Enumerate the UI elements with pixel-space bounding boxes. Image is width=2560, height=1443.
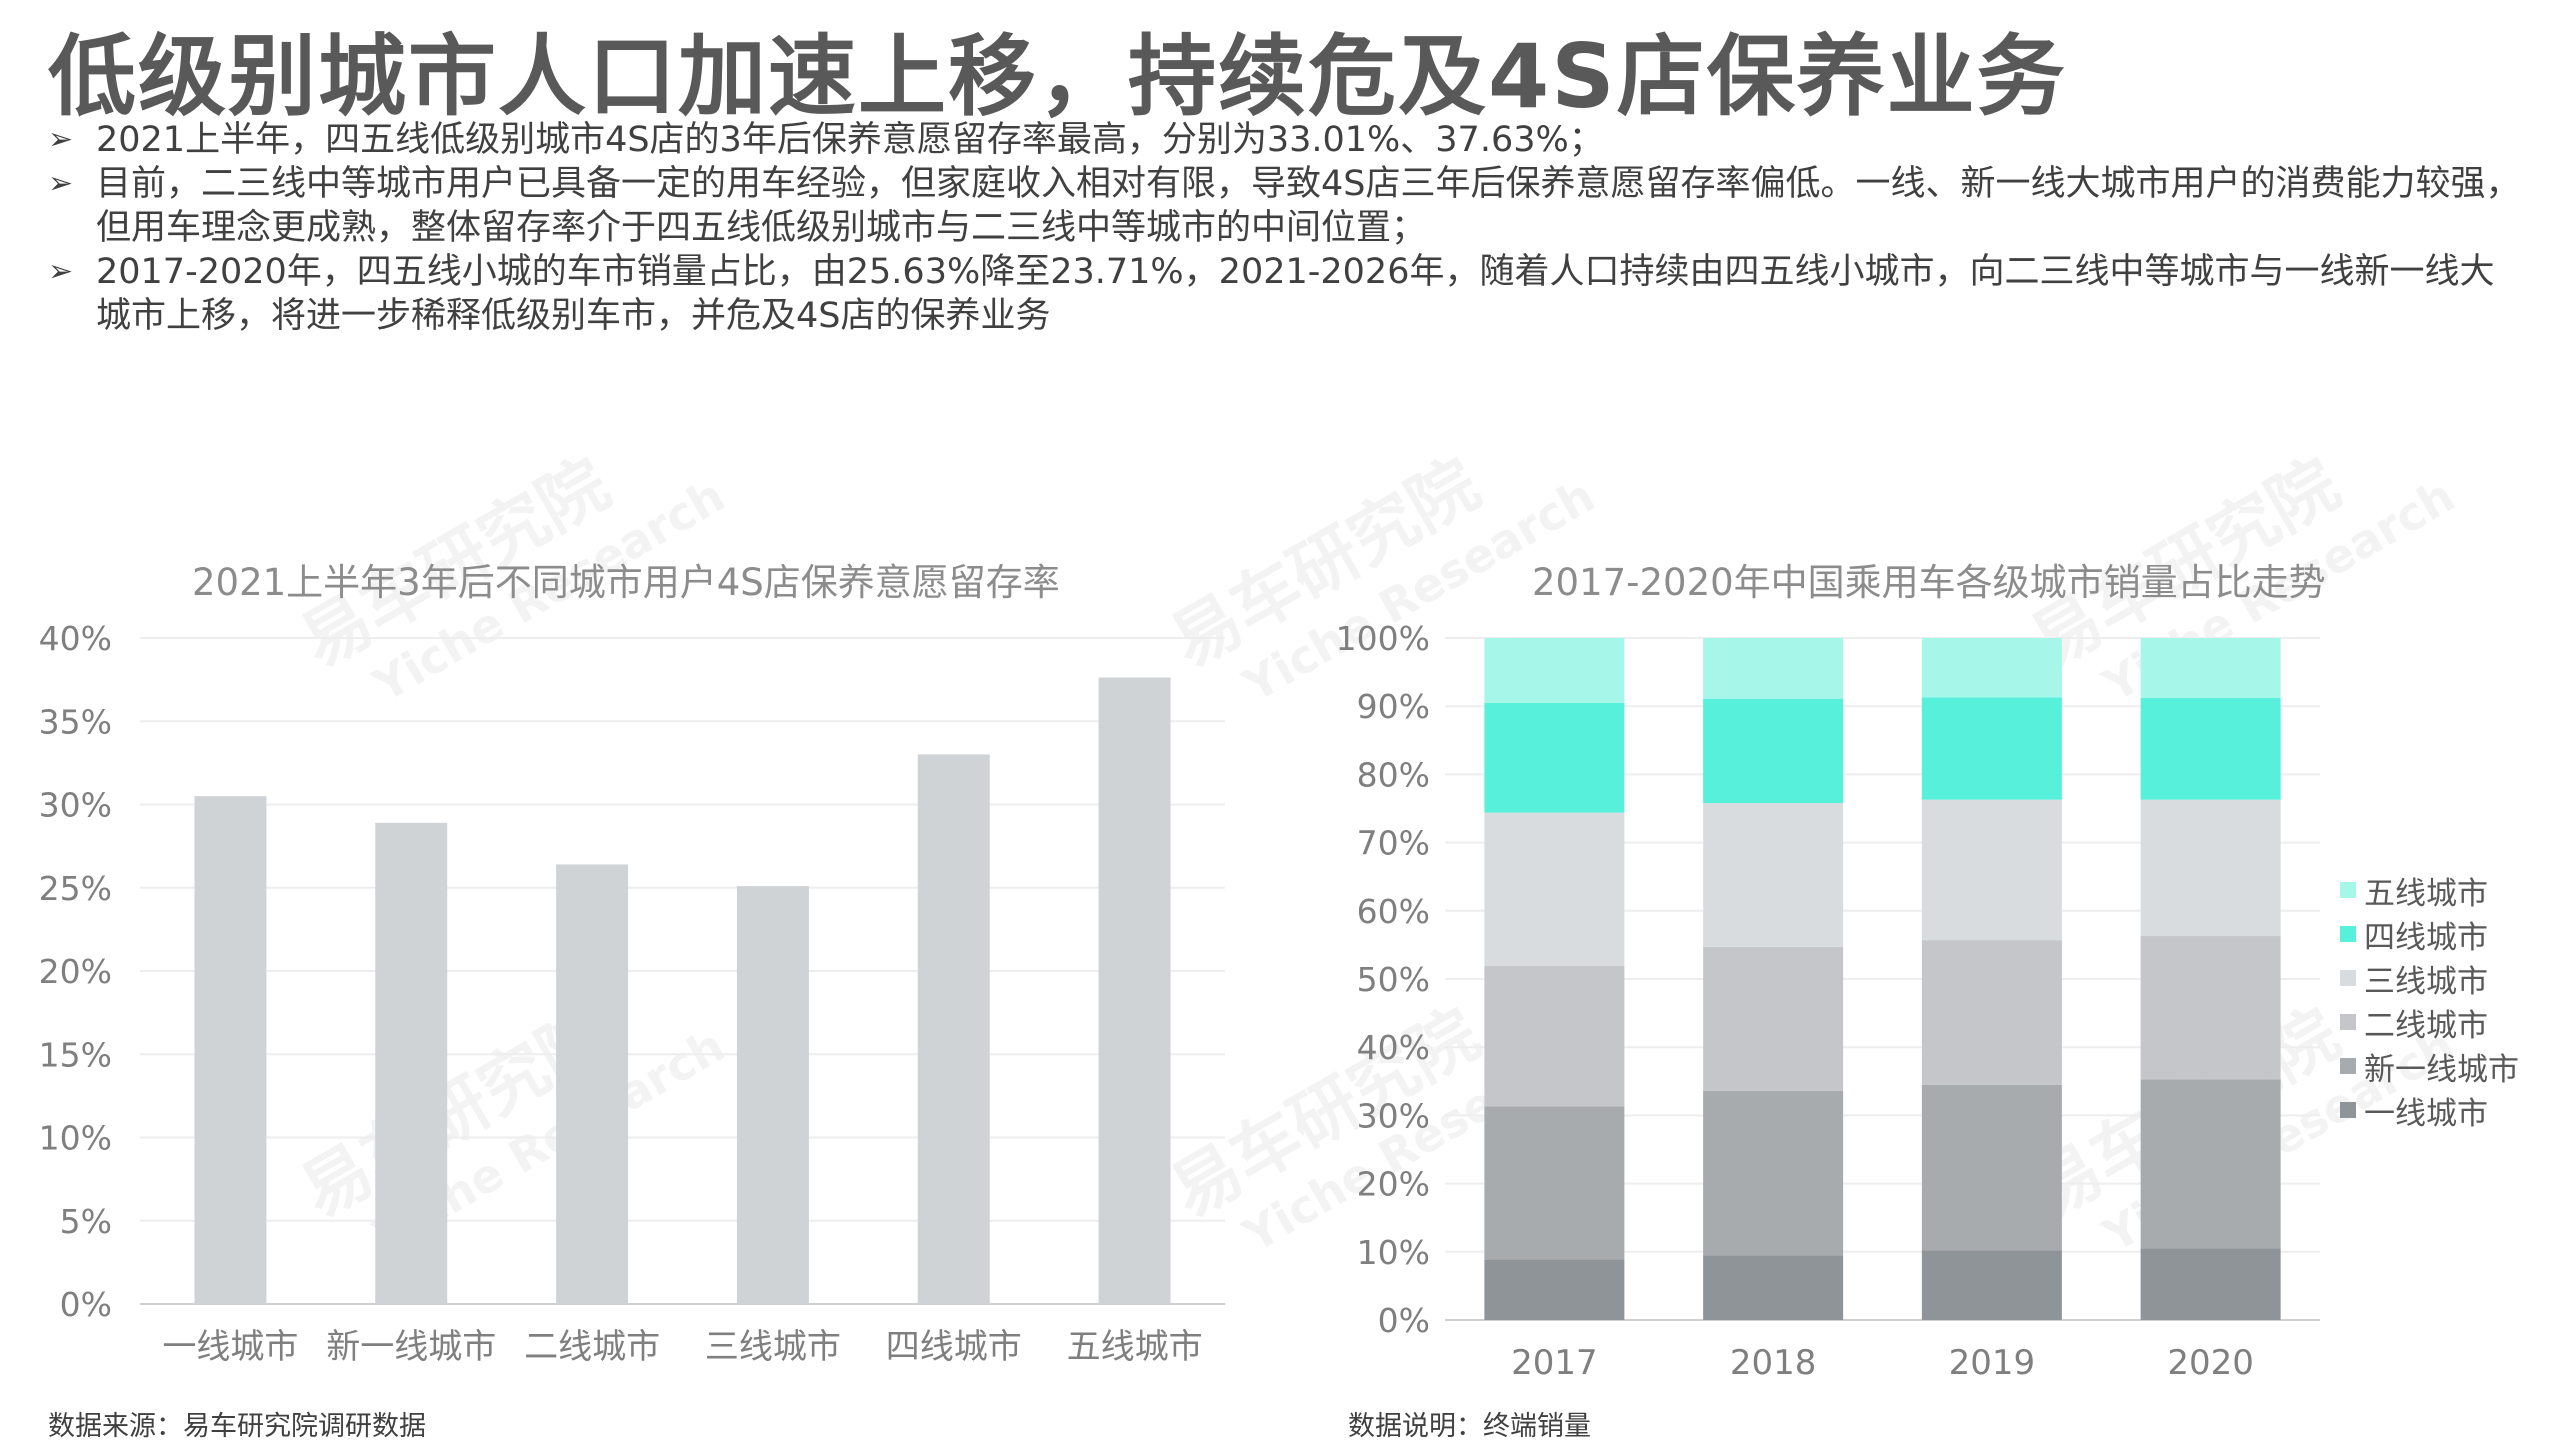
- bar: [194, 796, 267, 1304]
- bar: [375, 822, 448, 1304]
- legend-label: 一线城市: [2364, 1095, 2488, 1132]
- legend-item: 一线城市: [2340, 1088, 2519, 1132]
- x-tick-label: 二线城市: [524, 1327, 660, 1367]
- right-stacked-bar-chart: 0% 10% 20% 30% 40% 50% 60% 70% 80% 90% 100% 2017 201…: [1336, 619, 2320, 1383]
- stacked-bar-segment: [1921, 1084, 2062, 1251]
- right-chart-title: 2017-2020年中国乘用车各级城市销量占比走势: [1532, 561, 2326, 604]
- bar: [1098, 677, 1171, 1304]
- legend-label: 三线城市: [2364, 963, 2488, 1000]
- bar: [556, 864, 629, 1304]
- arrow-bullet-icon: ➢: [48, 166, 74, 201]
- legend-swatch: [2340, 882, 2356, 898]
- legend-item: 新一线城市: [2340, 1044, 2519, 1088]
- arrow-bullet-icon: ➢: [48, 122, 74, 157]
- stacked-bar-segment: [1484, 1106, 1625, 1260]
- x-tick-label: 五线城市: [1067, 1327, 1203, 1367]
- legend-label: 五线城市: [2364, 875, 2488, 912]
- bar: [917, 754, 990, 1304]
- stacked-bar-segment: [1484, 702, 1625, 813]
- y-tick-label: 20%: [39, 952, 112, 991]
- stacked-bar-segment: [1484, 966, 1625, 1107]
- y-tick-label: 10%: [1357, 1233, 1430, 1272]
- y-tick-label: 15%: [39, 1035, 112, 1074]
- stacked-bar-segment: [1484, 812, 1625, 967]
- x-tick-label: 2020: [2167, 1343, 2254, 1383]
- stacked-bar-segment: [1484, 638, 1625, 703]
- stacked-bar-segment: [1484, 1259, 1625, 1320]
- stacked-bar-segment: [2140, 1079, 2281, 1249]
- legend-item: 四线城市: [2340, 912, 2519, 956]
- x-tick-label: 2017: [1511, 1343, 1598, 1383]
- bullet-list: ➢ 2021上半年，四五线低级别城市4S店的3年后保养意愿留存率最高，分别为33…: [48, 118, 2528, 338]
- left-chart-title: 2021上半年3年后不同城市用户4S店保养意愿留存率: [192, 561, 1060, 604]
- stacked-bar-segment: [1703, 1090, 1844, 1256]
- legend-swatch: [2340, 1014, 2356, 1030]
- stacked-bar-segment: [1703, 638, 1844, 699]
- legend-swatch: [2340, 1058, 2356, 1074]
- bullet-item: ➢ 目前，二三线中等城市用户已具备一定的用车经验，但家庭收入相对有限，导致4S店…: [48, 162, 2528, 250]
- left-bar-chart: 0% 5% 10% 15% 20% 25% 30% 35% 40% 一线城市 新一线城市 二线城市 三线…: [39, 619, 1225, 1367]
- y-tick-label: 30%: [1357, 1096, 1430, 1135]
- y-tick-label: 40%: [39, 619, 112, 658]
- stacked-bar-segment: [1921, 940, 2062, 1085]
- page-title: 低级别城市人口加速上移，持续危及4S店保养业务: [48, 25, 2067, 128]
- stacked-bar-segment: [2140, 936, 2281, 1080]
- arrow-bullet-icon: ➢: [48, 254, 74, 289]
- bar: [736, 886, 809, 1304]
- y-tick-label: 90%: [1357, 687, 1430, 726]
- x-tick-label: 2019: [1949, 1343, 2036, 1383]
- stacked-bar-segment: [1703, 946, 1844, 1091]
- legend-swatch: [2340, 1102, 2356, 1118]
- legend-label: 二线城市: [2364, 1007, 2488, 1044]
- left-data-source: 数据来源：易车研究院调研数据: [48, 1411, 426, 1442]
- legend-label: 四线城市: [2364, 919, 2488, 956]
- legend-swatch: [2340, 970, 2356, 986]
- bullet-text: 目前，二三线中等城市用户已具备一定的用车经验，但家庭收入相对有限，导致4S店三年…: [96, 164, 2521, 248]
- y-tick-label: 30%: [39, 786, 112, 825]
- y-tick-label: 35%: [39, 702, 112, 741]
- stacked-bar-segment: [1921, 638, 2062, 698]
- y-tick-label: 25%: [39, 869, 112, 908]
- y-tick-label: 80%: [1357, 755, 1430, 794]
- legend-swatch: [2340, 926, 2356, 942]
- legend-item: 二线城市: [2340, 1000, 2519, 1044]
- x-tick-label: 一线城市: [162, 1327, 298, 1367]
- x-tick-label: 三线城市: [705, 1327, 841, 1367]
- bullet-item: ➢ 2017-2020年，四五线小城的车市销量占比，由25.63%降至23.71…: [48, 250, 2528, 338]
- bullet-text: 2017-2020年，四五线小城的车市销量占比，由25.63%降至23.71%，…: [96, 252, 2495, 336]
- x-tick-label: 2018: [1730, 1343, 1817, 1383]
- y-tick-label: 0%: [1378, 1301, 1430, 1340]
- stacked-bar-segment: [1703, 1255, 1844, 1320]
- y-tick-label: 100%: [1336, 619, 1430, 658]
- x-tick-label: 新一线城市: [326, 1327, 496, 1367]
- y-tick-label: 40%: [1357, 1028, 1430, 1067]
- stacked-bar-segment: [2140, 698, 2281, 800]
- legend-item: 三线城市: [2340, 956, 2519, 1000]
- y-tick-label: 0%: [60, 1285, 112, 1324]
- y-tick-label: 20%: [1357, 1165, 1430, 1204]
- stacked-bar-segment: [2140, 638, 2281, 699]
- y-tick-label: 50%: [1357, 960, 1430, 999]
- right-data-source: 数据说明：终端销量: [1348, 1411, 1591, 1442]
- legend-item: 五线城市: [2340, 868, 2519, 912]
- y-tick-label: 60%: [1357, 892, 1430, 931]
- bullet-text: 2021上半年，四五线低级别城市4S店的3年后保养意愿留存率最高，分别为33.0…: [96, 120, 1604, 160]
- stacked-bar-segment: [1703, 698, 1844, 804]
- right-chart-legend: 五线城市四线城市三线城市二线城市新一线城市一线城市: [2340, 868, 2519, 1132]
- stacked-bar-segment: [1921, 697, 2062, 800]
- stacked-bar-segment: [2140, 799, 2281, 937]
- stacked-bar-segment: [2140, 1248, 2281, 1320]
- stacked-bar-segment: [1703, 803, 1844, 947]
- y-tick-label: 70%: [1357, 824, 1430, 863]
- stacked-bar-segment: [1921, 799, 2062, 941]
- x-tick-label: 四线城市: [886, 1327, 1022, 1367]
- y-tick-label: 10%: [39, 1119, 112, 1158]
- y-tick-label: 5%: [60, 1202, 112, 1241]
- stacked-bar-segment: [1921, 1250, 2062, 1320]
- legend-label: 新一线城市: [2364, 1051, 2519, 1088]
- bullet-item: ➢ 2021上半年，四五线低级别城市4S店的3年后保养意愿留存率最高，分别为33…: [48, 118, 2528, 162]
